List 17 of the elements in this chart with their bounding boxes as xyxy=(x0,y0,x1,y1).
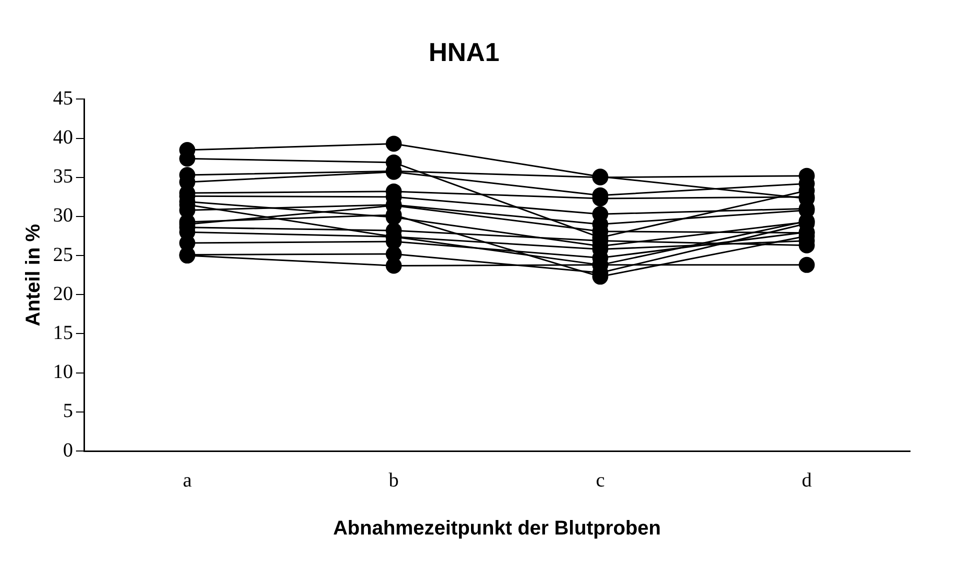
y-tick-label: 5 xyxy=(63,400,73,422)
y-tick-label: 40 xyxy=(53,126,73,149)
y-tick-label: 20 xyxy=(53,282,73,305)
y-tick-label: 25 xyxy=(53,244,73,266)
x-tick-label: a xyxy=(182,469,192,492)
x-axis-title: Abnahmezeitpunkt der Blutproben xyxy=(333,518,661,540)
y-tick-label: 35 xyxy=(53,166,73,188)
y-tick-label: 10 xyxy=(53,361,73,384)
y-tick-label: 30 xyxy=(53,204,73,227)
x-tick-label: b xyxy=(388,469,399,492)
x-tick-label: c xyxy=(596,469,605,492)
y-axis-title: Anteil in % xyxy=(22,224,45,326)
y-tick-label: 0 xyxy=(63,439,73,462)
x-tick-label: d xyxy=(802,469,812,492)
y-tick-label: 45 xyxy=(53,87,73,110)
y-tick-label: 15 xyxy=(53,322,73,344)
chart-title: HNA1 xyxy=(428,36,500,67)
